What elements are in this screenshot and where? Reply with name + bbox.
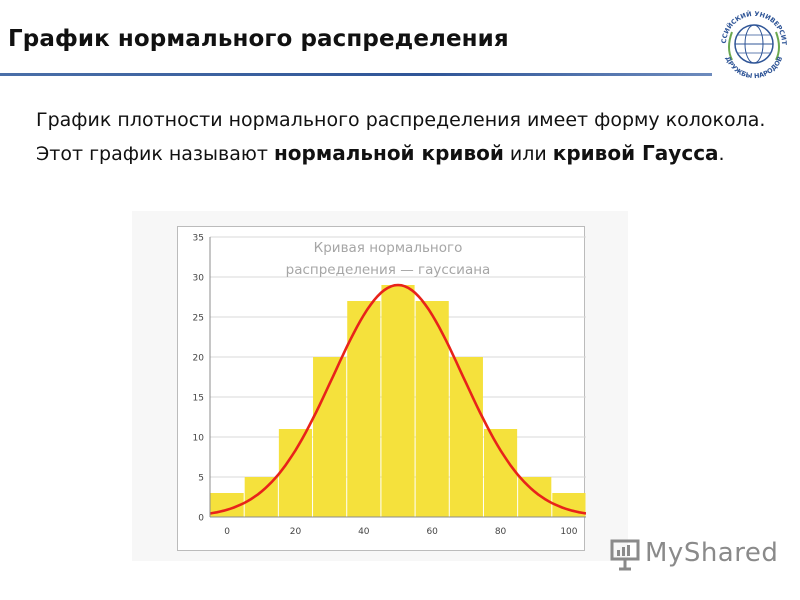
term-normal-curve: нормальной кривой bbox=[273, 141, 504, 165]
y-tick-label-7: 35 bbox=[193, 234, 204, 244]
chart-tick-labels: 0 5 10 15 20 25 30 35 0 20 40 60 80 100 bbox=[193, 234, 578, 538]
gauss-curve bbox=[209, 283, 586, 515]
x-tick-label-3: 60 bbox=[426, 527, 438, 537]
bar-8 bbox=[483, 429, 518, 517]
chart-svg: 0 5 10 15 20 25 30 35 0 20 40 60 80 100 Кривая нормал… bbox=[193, 234, 586, 538]
y-tick-label-4: 20 bbox=[193, 354, 205, 364]
bar-1 bbox=[244, 477, 278, 517]
bar-5 bbox=[381, 285, 415, 517]
svg-text:ДРУЖБЫ НАРОДОВ: ДРУЖБЫ НАРОДОВ bbox=[724, 55, 785, 80]
logo-bottom-text: ДРУЖБЫ НАРОДОВ bbox=[724, 55, 785, 80]
y-tick-label-6: 30 bbox=[193, 274, 205, 284]
bar-2 bbox=[278, 429, 313, 517]
y-tick-label-1: 5 bbox=[198, 474, 204, 484]
description-paragraph: График плотности нормального распределен… bbox=[36, 104, 766, 171]
bar-9 bbox=[518, 477, 552, 517]
presentation-board-icon bbox=[610, 539, 640, 571]
x-tick-label-1: 20 bbox=[290, 527, 302, 537]
x-tick-label-2: 40 bbox=[358, 527, 370, 537]
x-tick-label-4: 80 bbox=[495, 527, 507, 537]
watermark-text: MyShared bbox=[645, 538, 779, 568]
x-tick-label-0: 0 bbox=[224, 527, 230, 537]
normal-distribution-chart: 0 5 10 15 20 25 30 35 0 20 40 60 80 100 Кривая нормал… bbox=[177, 226, 586, 551]
slide-title: График нормального распределения bbox=[8, 26, 509, 52]
x-tick-label-5: 100 bbox=[560, 527, 577, 537]
university-logo: РОССИЙСКИЙ УНИВЕРСИТЕТ ДРУЖБЫ НАРОДОВ bbox=[709, 0, 796, 82]
title-divider bbox=[0, 73, 712, 76]
y-tick-label-2: 10 bbox=[193, 434, 205, 444]
chart-title-line-2: распределения — гауссиана bbox=[286, 262, 491, 278]
logo-laurel-right-icon bbox=[775, 31, 780, 61]
description-text-2: или bbox=[503, 143, 553, 165]
term-gauss-curve: кривой Гаусса bbox=[552, 141, 719, 165]
chart-title-line-1: Кривая нормального bbox=[314, 240, 463, 256]
y-tick-label-3: 15 bbox=[193, 394, 204, 404]
description-text-1: График плотности нормального распределен… bbox=[36, 109, 766, 165]
chart-curve-layer bbox=[209, 283, 586, 515]
watermark bbox=[608, 536, 644, 572]
description-text-3: . bbox=[718, 143, 725, 165]
chart-axes bbox=[209, 237, 586, 518]
y-tick-label-5: 25 bbox=[193, 314, 204, 324]
chart-bars bbox=[210, 285, 586, 517]
y-tick-label-0: 0 bbox=[198, 514, 204, 524]
logo-laurel-left-icon bbox=[728, 31, 733, 61]
